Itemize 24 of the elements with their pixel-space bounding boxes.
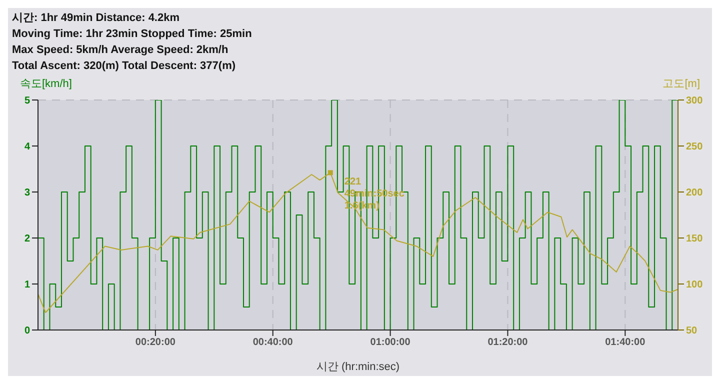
text: Moving Time: 1hr 23min Stopped Time: 25min bbox=[12, 27, 253, 42]
text: 시간: 1hr 49min Distance: 4.2km bbox=[12, 11, 181, 26]
y2-tick-label: 200 bbox=[686, 188, 704, 199]
y2-tick-label: 250 bbox=[686, 142, 704, 153]
text: Max Speed: 5km/h Average Speed: 2km/h bbox=[12, 43, 230, 58]
y2-tick-label: 150 bbox=[686, 234, 704, 245]
x-axis-title: 시간 (hr:min:sec) bbox=[316, 361, 400, 373]
y2-tick-label: 50 bbox=[686, 326, 698, 337]
y-tick-label: 2 bbox=[24, 234, 30, 245]
x-tick-label: 00:20:00 bbox=[135, 337, 176, 348]
x-tick-label: 01:40:00 bbox=[605, 337, 646, 348]
y-tick-label: 1 bbox=[24, 280, 30, 291]
y-tick-label: 3 bbox=[24, 188, 30, 199]
y-tick-label: 0 bbox=[24, 326, 30, 337]
y-axis-title: 속도[km/h] bbox=[20, 77, 72, 92]
x-tick-label: 00:40:00 bbox=[252, 337, 294, 348]
y-tick-label: 5 bbox=[24, 96, 30, 107]
x-tick-label: 01:20:00 bbox=[488, 337, 528, 348]
x-tick-label: 01:00:00 bbox=[370, 337, 411, 348]
y-tick-label: 4 bbox=[24, 142, 30, 153]
y2-tick-label: 100 bbox=[686, 280, 704, 291]
text: Total Ascent: 320(m) Total Descent: 377(m) bbox=[12, 59, 237, 74]
y2-tick-label: 300 bbox=[686, 96, 704, 107]
y2-axis-title: 고도[m] bbox=[662, 77, 700, 92]
